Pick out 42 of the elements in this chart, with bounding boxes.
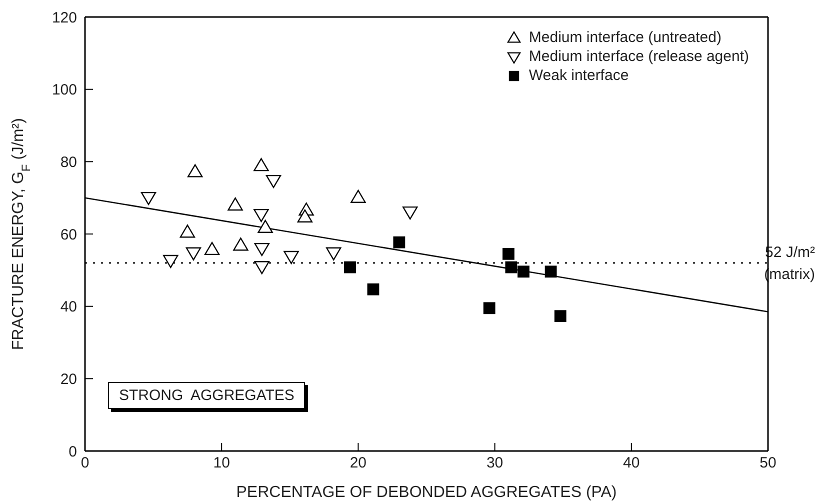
point — [254, 261, 270, 274]
point — [186, 247, 202, 260]
point — [180, 224, 196, 238]
point — [502, 248, 514, 260]
y-tick-label: 20 — [60, 370, 77, 388]
point — [228, 197, 243, 211]
point — [483, 302, 496, 314]
point — [393, 236, 406, 248]
y-tick-label: 0 — [68, 443, 77, 460]
point — [284, 250, 299, 264]
y-tick-label: 100 — [52, 82, 77, 99]
point — [188, 164, 203, 178]
point — [233, 238, 248, 251]
y-tick-label: 40 — [60, 298, 77, 316]
point — [518, 266, 530, 278]
point — [544, 266, 557, 278]
point — [254, 158, 269, 172]
point — [367, 283, 380, 296]
y-tick-label: 60 — [60, 226, 77, 244]
point — [297, 209, 313, 222]
legend-label: Medium interface (release agent) — [528, 48, 749, 65]
point — [344, 261, 356, 274]
point — [204, 242, 220, 256]
point — [505, 261, 518, 274]
point — [554, 310, 566, 322]
legend-label: Weak interface — [528, 67, 629, 84]
annotation: STRONG AGGREGATES — [108, 382, 306, 409]
point — [350, 190, 366, 203]
x-tick-label: 20 — [350, 454, 367, 472]
x-axis-title: PERCENTAGE OF DEBONDED AGGREGATES (PA) — [236, 484, 617, 501]
x-tick-label: 10 — [213, 454, 230, 472]
legend-label: Medium interface (untreated) — [528, 29, 722, 46]
x-tick-label: 0 — [80, 454, 90, 472]
x-tick-label: 30 — [486, 454, 504, 472]
x-tick-label: 40 — [623, 454, 640, 472]
x-tick-label: 50 — [760, 454, 776, 472]
y-tick-label: 120 — [52, 9, 77, 26]
point — [254, 242, 270, 256]
point — [326, 247, 342, 260]
y-tick-label: 80 — [60, 154, 77, 171]
point — [163, 254, 178, 268]
point — [258, 220, 273, 233]
